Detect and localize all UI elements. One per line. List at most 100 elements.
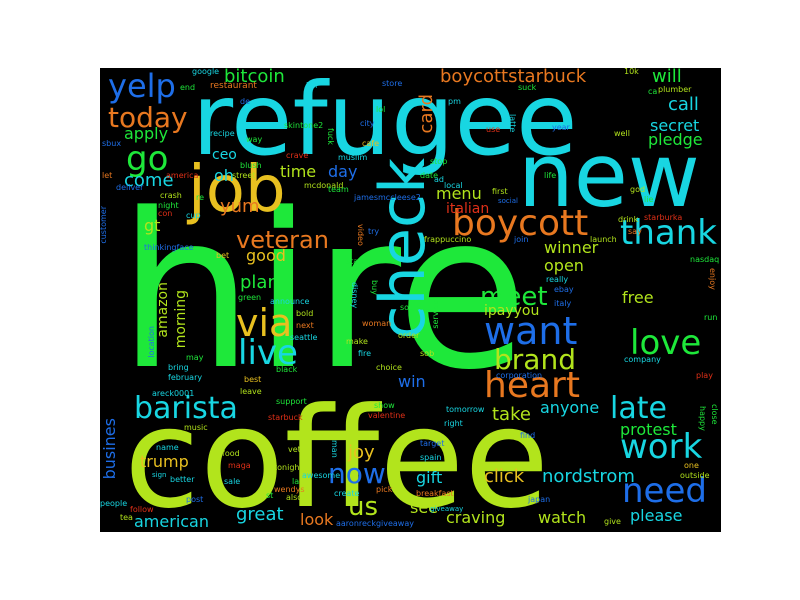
word-anyone: anyone [540,398,600,417]
word-live: live [238,333,298,373]
word-love: love [630,323,702,363]
word-skintone2: skintone2 [284,121,324,130]
word-happy: happy [698,406,707,431]
word-google: google [192,68,220,76]
word-card: card [416,94,437,134]
word-give: give [604,517,621,526]
word-tea: tea [120,513,133,522]
word-suck: suck [518,83,537,92]
word-pick: pick [376,485,393,494]
word-disney: disney [350,282,359,309]
word-re: re [196,193,205,202]
word-nordstrom: nordstrom [542,466,635,487]
word-follow: follow [130,505,154,514]
word-life: life [544,171,557,180]
word-muslim: muslim [338,153,368,162]
word-take: take [492,404,531,425]
word-trump: trump [140,452,189,471]
word-post: post [186,495,204,504]
word-green: green [238,293,262,302]
word-way: way [246,135,263,144]
word-vet: vet [288,445,301,454]
word-areck0001: areck0001 [152,389,195,398]
word-please: please [630,506,683,525]
word-call: call [668,94,699,115]
word-de: de [240,97,250,106]
word-fire: fire [358,349,372,358]
word-crash: crash [160,191,182,200]
word-japan: japan [528,495,551,504]
word-music: music [184,423,208,432]
word-starbuck: starbuck [268,413,303,422]
word-thank: thank [620,213,717,253]
word-look: look [300,510,334,529]
word-yelp: yelp [108,68,176,105]
word-maga: maga [228,461,251,470]
word-city: city [360,119,375,128]
word-today: today [108,101,188,134]
word-lie: lie [644,195,654,204]
word-drink: drink [618,215,639,224]
word-via: via [236,301,293,345]
word-coffee: coffee [124,378,550,532]
word-late: late [610,391,667,426]
word-announce: announce [270,297,310,306]
word-day: day [328,162,358,181]
word-february: february [168,373,203,382]
word-plan: plan [240,272,279,293]
word-buy: buy [370,280,379,295]
word-yum: yum [220,196,260,217]
word-come: come [124,170,174,191]
word-busines: busines [100,418,119,480]
word-food: food [222,449,240,458]
word-morning: morning [173,290,189,349]
word-choice: choice [376,363,402,372]
word-heart: heart [484,365,580,406]
word-america: america [166,171,199,180]
word-better: better [170,475,195,484]
word-team: team [328,185,349,194]
word-store: store [382,79,403,88]
word-awesome: awesome [302,471,341,480]
word-crave: crave [286,151,309,160]
word-sbux: sbux [102,139,122,148]
word-leave: leave [240,387,262,396]
word-bet: bet [216,251,230,260]
word-job: job [188,153,286,227]
word-black: black [276,365,298,374]
word-meet: meet [480,282,548,312]
word-great: great [236,504,284,525]
word-want: want [484,309,578,353]
word-gift: gift [416,468,443,487]
word-protest: protest [620,420,677,439]
word-start: start [346,257,365,266]
word-latte: latte [508,114,517,133]
word-time: time [280,162,317,181]
word-sale: sale [224,477,241,486]
word-stop: stop [430,157,448,166]
word-free: free [622,288,654,307]
word-street: street [232,171,256,180]
word-ceo: ceo [212,147,237,163]
word-cafe: cafe [362,139,380,148]
word-night: night [158,201,179,210]
word-bitcoin: bitcoin [224,68,285,87]
word-apply: apply [124,124,169,143]
word-local: local [444,181,463,190]
word-target: target [420,439,445,448]
word-valentine: valentine [368,411,406,420]
word-starburka: starburka [644,213,683,222]
word-video: video [356,224,365,246]
word-seattle: seattle [290,333,318,342]
word-use: use [486,125,501,134]
word-woman: woman [362,319,392,328]
word-blush: blush [240,161,262,170]
word-sob: sob [420,349,435,358]
word-date: date [420,171,439,180]
word-now: now [328,457,386,490]
word-really: really [546,275,569,284]
word-menu: menu [436,184,482,203]
word-italy: italy [554,299,572,308]
word-craving: craving [446,508,506,527]
word-close: close [710,404,719,425]
